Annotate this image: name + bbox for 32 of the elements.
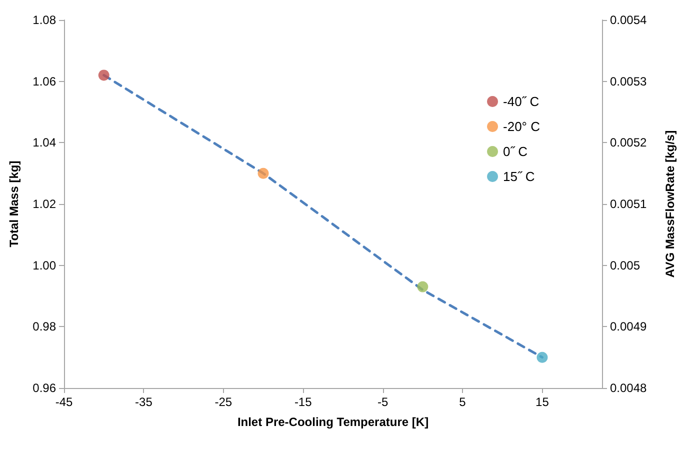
- point: [98, 70, 110, 81]
- y-tick-label: 1.08: [32, 13, 56, 27]
- y2-tick-label: 0.0052: [610, 136, 648, 150]
- y-axis-title: Total Mass [kg]: [7, 160, 21, 248]
- y-tick-label: 0.98: [32, 320, 56, 334]
- y2-tick-label: 0.0053: [610, 74, 648, 88]
- x-tick-label: -35: [135, 395, 153, 409]
- point: [258, 168, 269, 179]
- y2-tick-label: 0.0048: [610, 381, 648, 395]
- y-tick-label: 1.02: [32, 197, 56, 211]
- y-tick-label: 1.06: [32, 74, 56, 88]
- legend-label: -40˝ C: [503, 94, 540, 109]
- y-tick-label: 0.96: [32, 381, 56, 395]
- x-tick-label: -45: [55, 395, 73, 409]
- y2-tick-label: 0.0051: [610, 197, 648, 211]
- x-tick-label: 5: [459, 395, 466, 409]
- y2-tick-label: 0.005: [610, 258, 640, 272]
- x-tick-label: -25: [214, 395, 232, 409]
- legend-label: 15˝ C: [503, 169, 535, 184]
- x-tick-label: -5: [377, 395, 388, 409]
- point: [536, 352, 548, 363]
- y2-tick-label: 0.0054: [610, 13, 648, 27]
- x-tick-label: -15: [294, 395, 312, 409]
- legend-label: 0˝ C: [503, 144, 528, 159]
- y2-tick-label: 0.0049: [610, 320, 648, 334]
- y2-axis-title: AVG MassFlowRate [kg/s]: [663, 130, 677, 278]
- point: [417, 281, 428, 292]
- y-tick-label: 1.04: [32, 136, 56, 150]
- x-axis-title: Inlet Pre-Cooling Temperature [K]: [237, 415, 429, 429]
- y-tick-label: 1.00: [32, 258, 56, 272]
- x-tick-label: 15: [536, 395, 550, 409]
- legend-label: -20° C: [503, 119, 540, 134]
